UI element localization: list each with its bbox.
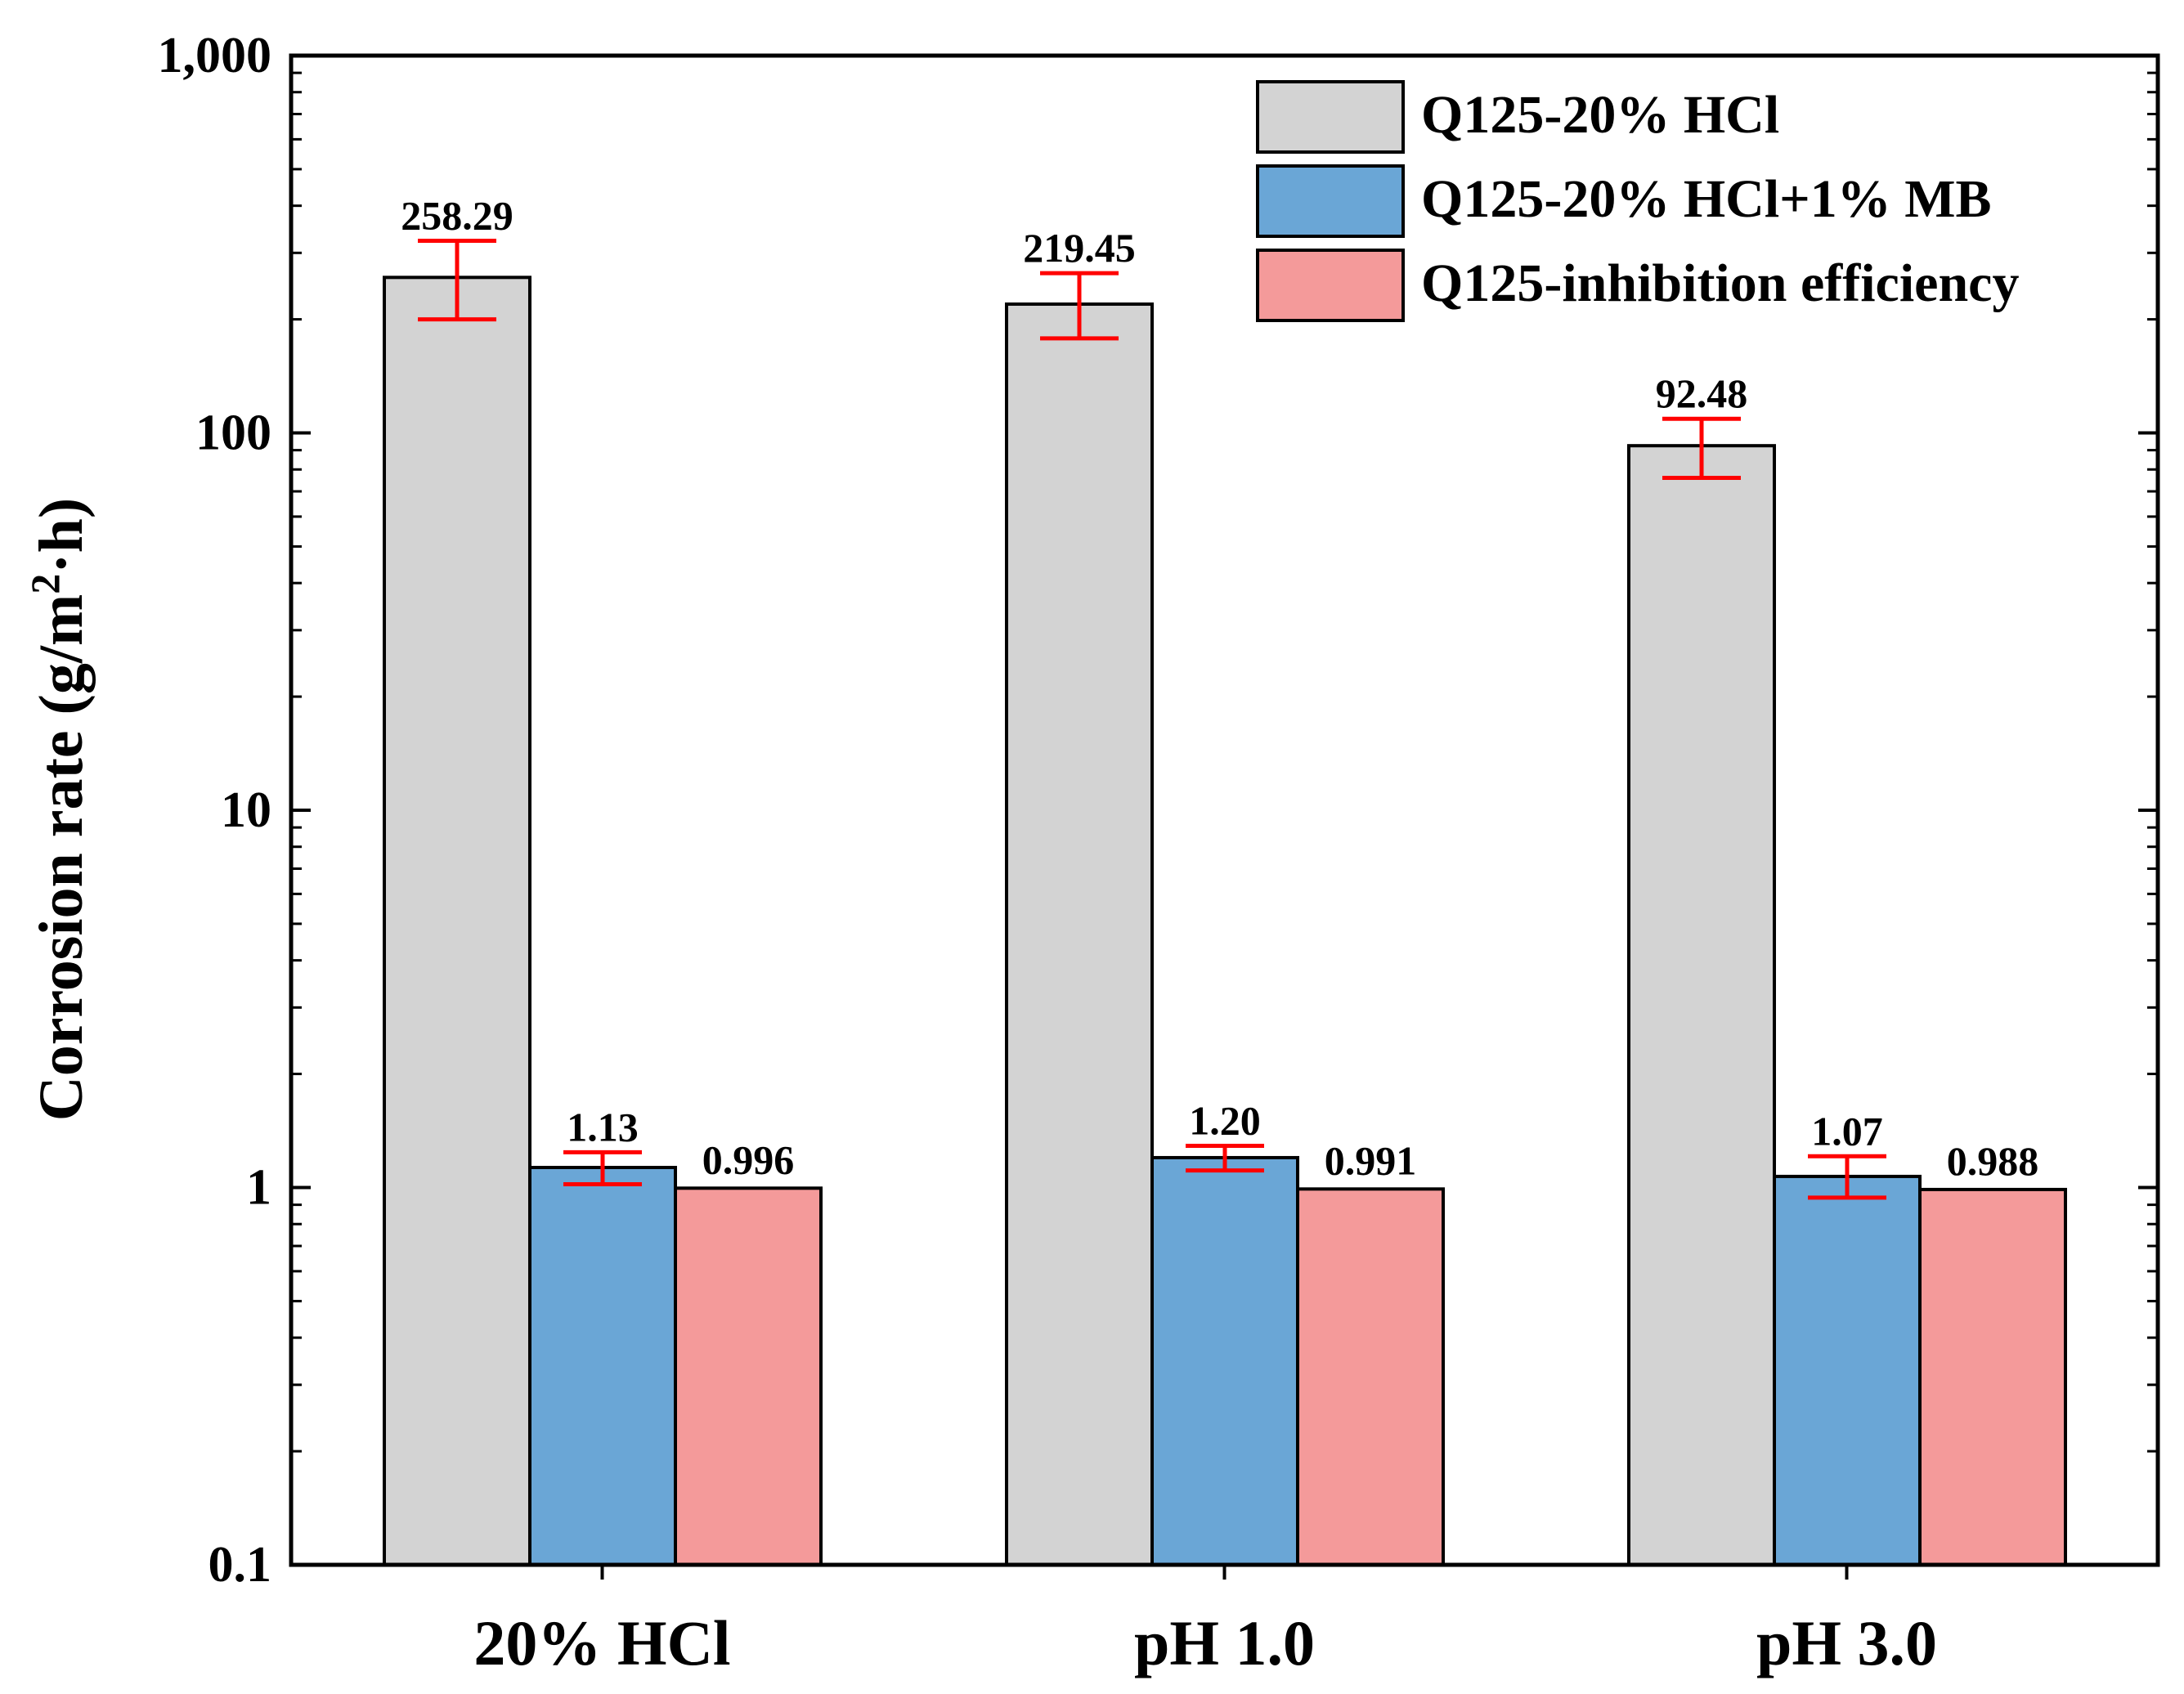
error-bars-layer — [418, 239, 1886, 1200]
data-label-1-3: 92.48 — [1656, 370, 1748, 416]
legend-swatch-1 — [1256, 80, 1405, 154]
x-tick-label-3: pH 3.0 — [1756, 1607, 1937, 1678]
bar-3-2 — [1296, 1187, 1445, 1566]
y-tick-label-1: 0.1 — [209, 1537, 272, 1593]
data-label-3-1: 0.996 — [702, 1136, 795, 1182]
legend-label-1: Q125-20% HCl — [1421, 85, 1779, 145]
data-label-3-3: 0.988 — [1947, 1138, 2039, 1184]
y-tick-label-5: 1,000 — [158, 28, 272, 83]
x-tick-label-2: pH 1.0 — [1134, 1607, 1315, 1678]
labels-layer: 258.29 1.13 0.996 20% HCl 219.45 1.20 0.991 pH … — [158, 28, 2039, 1678]
y-axis-label: Corrosion rate (g/m2·h) — [22, 498, 96, 1121]
data-label-2-2: 1.20 — [1189, 1097, 1261, 1143]
data-label-1-2: 219.45 — [1023, 225, 1136, 271]
bar-3-3 — [1918, 1187, 2067, 1566]
data-label-2-3: 1.07 — [1811, 1108, 1883, 1154]
legend-label-3: Q125-inhibition efficiency — [1421, 253, 2019, 313]
bar-3-1 — [674, 1186, 823, 1567]
data-label-3-2: 0.991 — [1325, 1137, 1417, 1183]
bars-layer — [383, 276, 2067, 1567]
legend-swatch-2 — [1256, 164, 1405, 238]
bar-2-2 — [1150, 1155, 1299, 1567]
data-label-1-1: 258.29 — [401, 193, 513, 239]
legend-swatch-3 — [1256, 249, 1405, 322]
bar-2-1 — [528, 1166, 677, 1566]
y-tick-label-4: 100 — [195, 406, 271, 461]
bar-1-1 — [383, 276, 531, 1566]
x-tick-label-1: 20% HCl — [473, 1607, 730, 1678]
y-tick-label-3: 10 — [221, 782, 271, 838]
legend: Q125-20% HCl Q125-20% HCl+1% MB Q125-inhib… — [1256, 80, 2019, 322]
legend-label-2: Q125-20% HCl+1% MB — [1421, 169, 1992, 229]
bar-1-2 — [1005, 302, 1154, 1566]
bar-2-3 — [1773, 1174, 1922, 1566]
axes-layer — [289, 53, 2160, 1580]
data-label-2-1: 1.13 — [567, 1104, 639, 1150]
bar-1-3 — [1627, 444, 1776, 1566]
y-tick-label-2: 1 — [246, 1160, 271, 1216]
